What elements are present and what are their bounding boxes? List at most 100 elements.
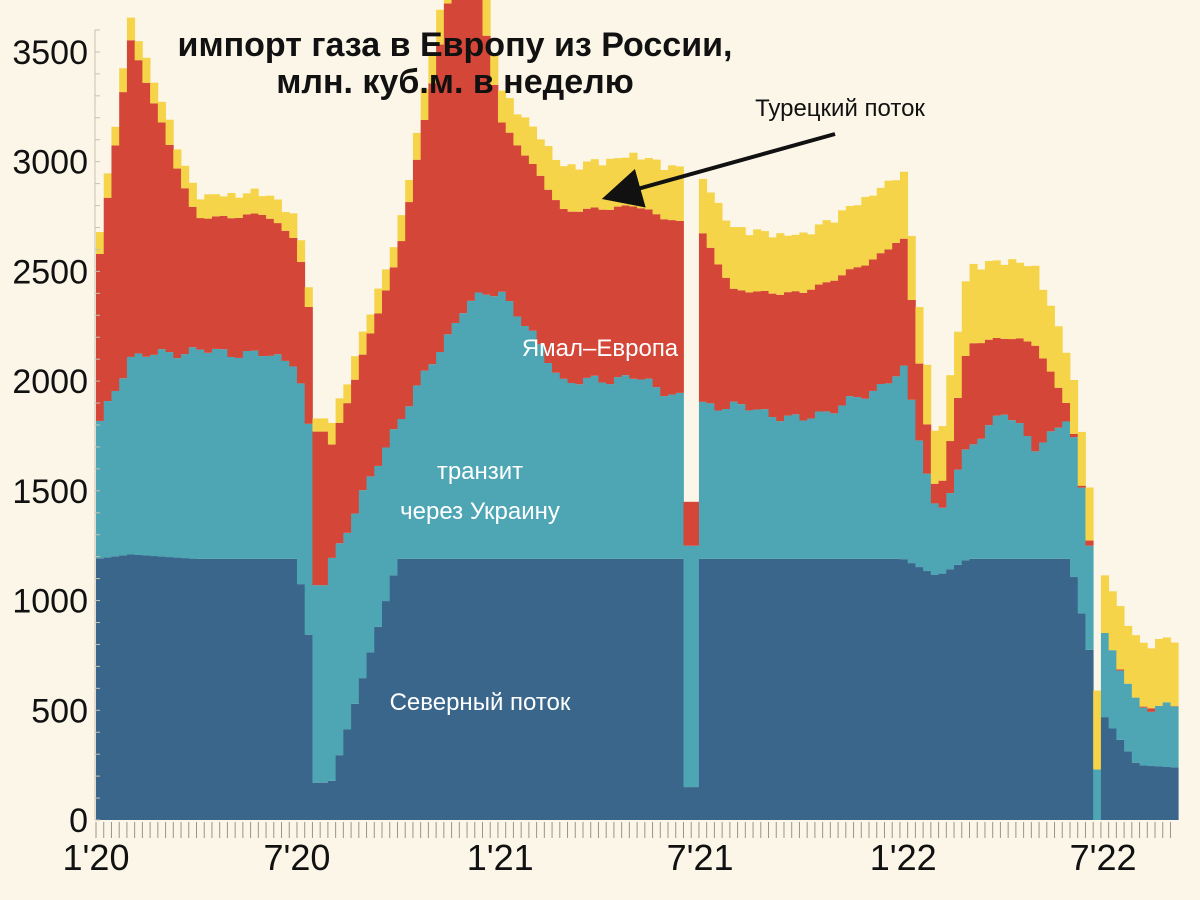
bar-segment-yamal — [374, 313, 383, 466]
bar-segment-turk — [96, 232, 105, 254]
bar-segment-ukraine — [119, 378, 128, 556]
bar-segment-turk — [327, 422, 337, 445]
bar-segment-yamal — [134, 60, 143, 354]
bar-segment-turk — [1000, 264, 1009, 339]
bar-segment-ukraine — [1031, 451, 1040, 559]
bar-segment-yamal — [528, 163, 538, 331]
bar-segment-turk — [235, 197, 244, 218]
bar-segment-yamal — [845, 269, 854, 397]
bar-segment-turk — [737, 227, 746, 291]
x-tick-label: 1'21 — [467, 837, 534, 878]
bar-segment-nord — [389, 575, 398, 820]
bar-segment-ukraine — [954, 469, 963, 565]
bar-segment-yamal — [382, 290, 391, 448]
bar-segment-yamal — [142, 82, 151, 357]
bar-segment-nord — [598, 558, 607, 820]
bar-segment-nord — [1085, 649, 1094, 820]
bar-segment-turk — [977, 269, 986, 344]
bar-segment-nord — [227, 558, 236, 820]
bar-segment-nord — [1069, 577, 1079, 820]
bar-segment-yamal — [165, 144, 174, 353]
bar-segment-turk — [250, 188, 259, 214]
bar-segment-ukraine — [1170, 706, 1179, 768]
bar-segment-turk — [814, 224, 824, 285]
bar-segment-nord — [753, 558, 762, 820]
bar-segment-yamal — [938, 480, 947, 508]
bar-segment-yamal — [946, 441, 955, 494]
bar-segment-nord — [992, 558, 1001, 820]
bar-segment-nord — [745, 558, 754, 820]
bar-segment-nord — [613, 558, 623, 820]
bar-segment-nord — [320, 782, 329, 820]
bar-segment-yamal — [242, 214, 251, 351]
bar-segment-nord — [490, 558, 499, 820]
bar-segment-turk — [992, 260, 1001, 338]
chart-title-line-1: импорт газа в Европу из России, — [178, 26, 733, 64]
annotation-ukraine-line-1: транзит — [437, 458, 523, 485]
bar-segment-turk — [830, 222, 839, 281]
bar-segment-yamal — [698, 233, 708, 402]
bar-segment-yamal — [660, 219, 669, 397]
bar-segment-turk — [729, 227, 738, 289]
bar-segment-nord — [134, 555, 143, 820]
bar-segment-ukraine — [343, 532, 352, 730]
bar-segment-turk — [165, 119, 174, 145]
bar-segment-yamal — [753, 291, 762, 410]
bar-segment-turk — [1069, 380, 1079, 434]
bar-segment-ukraine — [776, 421, 785, 559]
bar-segment-nord — [1139, 765, 1148, 820]
bar-segment-yamal — [714, 264, 723, 411]
bar-segment-ukraine — [304, 423, 313, 635]
bar-segment-ukraine — [1077, 487, 1086, 614]
bar-segment-nord — [544, 558, 553, 820]
bar-segment-nord — [1131, 762, 1140, 820]
bar-segment-turk — [590, 159, 599, 208]
bar-segment-turk — [722, 220, 731, 278]
bar-segment-ukraine — [358, 490, 367, 679]
bar-segment-ukraine — [1100, 632, 1110, 718]
bar-segment-turk — [497, 90, 507, 123]
bar-segment-nord — [923, 571, 932, 820]
bar-segment-ukraine — [714, 410, 723, 559]
bar-segment-yamal — [412, 159, 422, 386]
bar-segment-ukraine — [915, 440, 924, 568]
bar-segment-nord — [698, 558, 708, 820]
bar-segment-ukraine — [366, 476, 375, 653]
bar-segment-nord — [281, 558, 290, 820]
bar-segment-nord — [675, 558, 684, 820]
bar-segment-ukraine — [930, 503, 939, 575]
bar-segment-nord — [652, 558, 661, 820]
bar-segment-nord — [930, 575, 939, 820]
bar-segment-nord — [907, 563, 916, 820]
bar-segment-nord — [660, 558, 669, 820]
bar-segment-ukraine — [505, 301, 514, 559]
bar-segment-yamal — [977, 343, 986, 439]
bar-segment-ukraine — [142, 356, 151, 556]
bar-segment-nord — [289, 558, 298, 820]
bar-segment-nord — [443, 558, 452, 820]
bar-segment-turk — [961, 281, 970, 356]
bar-segment-nord — [1124, 751, 1133, 820]
bar-segment-nord — [420, 558, 429, 820]
bar-segment-turk — [1147, 648, 1156, 709]
bar-segment-turk — [1085, 487, 1094, 541]
bar-segment-turk — [366, 314, 375, 334]
bar-segment-turk — [389, 247, 398, 268]
bar-segment-turk — [783, 235, 793, 293]
bar-segment-ukraine — [869, 390, 878, 559]
bar-segment-turk — [1054, 326, 1063, 388]
bar-segment-ukraine — [474, 292, 483, 559]
y-tick-label: 1500 — [12, 473, 88, 511]
bar-segment-yamal — [807, 289, 816, 419]
bar-segment-ukraine — [946, 493, 955, 570]
bar-segment-turk — [374, 288, 383, 314]
bar-segment-yamal — [621, 205, 630, 376]
bar-segment-yamal — [513, 145, 522, 317]
bar-segment-nord — [559, 558, 568, 820]
bar-segment-yamal — [567, 211, 576, 383]
bar-segment-nord — [644, 558, 653, 820]
bar-segment-yamal — [691, 501, 700, 546]
bar-segment-ukraine — [567, 382, 576, 559]
bar-segment-turk — [1170, 642, 1179, 707]
bar-segment-turk — [698, 178, 708, 234]
